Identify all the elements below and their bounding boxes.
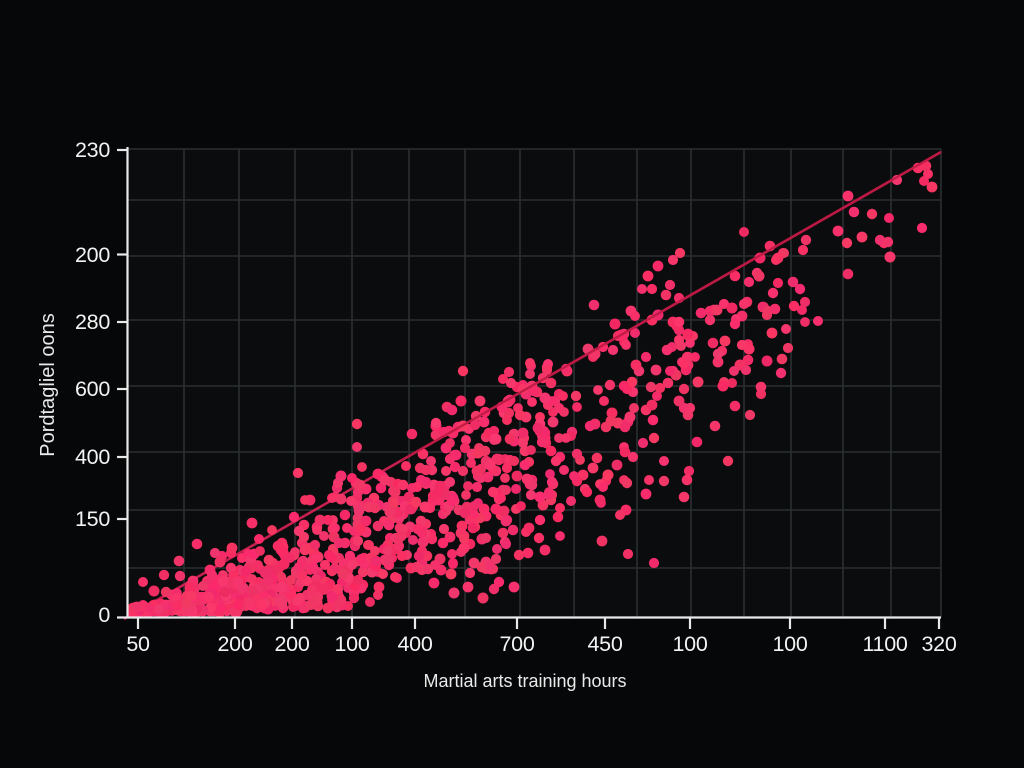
svg-text:400: 400 [75,445,110,469]
svg-text:450: 450 [588,632,623,656]
svg-text:600: 600 [75,377,110,401]
svg-text:0: 0 [98,603,110,627]
svg-text:Pordtagliel oons: Pordtagliel oons [37,313,59,456]
svg-text:100: 100 [673,632,708,656]
svg-text:Martial arts training hours: Martial arts training hours [423,671,626,691]
svg-text:1100: 1100 [862,632,907,656]
svg-text:320: 320 [922,632,957,656]
svg-text:230: 230 [75,138,110,162]
svg-text:200: 200 [75,243,110,267]
svg-text:100: 100 [773,632,808,656]
svg-text:50: 50 [126,632,150,656]
svg-text:700: 700 [500,632,535,656]
svg-text:100: 100 [335,632,370,656]
svg-text:150: 150 [75,507,110,531]
svg-text:200: 200 [218,632,253,656]
svg-text:400: 400 [398,632,433,656]
svg-text:280: 280 [75,310,110,334]
svg-text:200: 200 [275,632,310,656]
